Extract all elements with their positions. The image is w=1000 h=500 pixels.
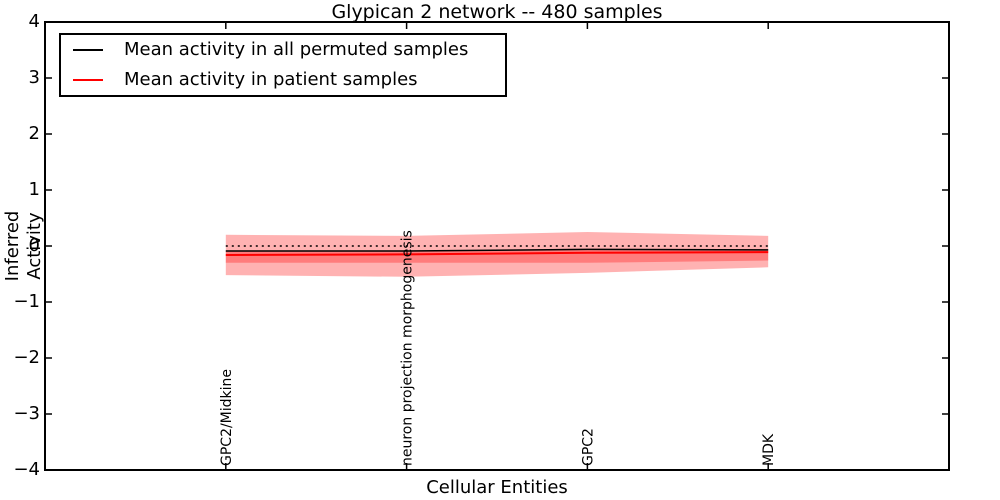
y-tick-label: −1 [13,291,40,312]
chart-title: Glypican 2 network -- 480 samples [331,1,663,23]
legend-entry-patient: Mean activity in patient samples [61,65,505,95]
y-tick-label: 0 [28,235,40,256]
tick-marks [45,21,949,471]
series-line-1 [225,251,769,256]
y-tick-label: −2 [13,347,40,368]
legend-label: Mean activity in all permuted samples [124,39,469,60]
series-lines [225,248,769,256]
y-tick-label: 4 [28,11,40,32]
y-tick-label: 1 [28,179,40,200]
y-tick-label: −4 [13,459,40,480]
legend-label: Mean activity in patient samples [124,69,418,90]
y-tick-label: 2 [28,123,40,144]
series-line-0 [225,248,769,252]
legend-line-red [73,79,103,81]
y-tick-label: −3 [13,403,40,424]
x-axis-label: Cellular Entities [426,477,568,498]
x-tick-label: MDK [761,433,777,466]
x-tick-labels: GPC2/Midkine neuron projection morphogene… [219,230,777,466]
x-tick-label: GPC2 [580,428,596,466]
x-tick-label: GPC2/Midkine [219,369,235,466]
y-tick-label: 3 [28,67,40,88]
x-tick-label: neuron projection morphogenesis [400,230,416,466]
legend: Mean activity in all permuted samples Me… [59,33,507,97]
legend-line-black [73,49,103,51]
legend-entry-permuted: Mean activity in all permuted samples [61,35,505,65]
